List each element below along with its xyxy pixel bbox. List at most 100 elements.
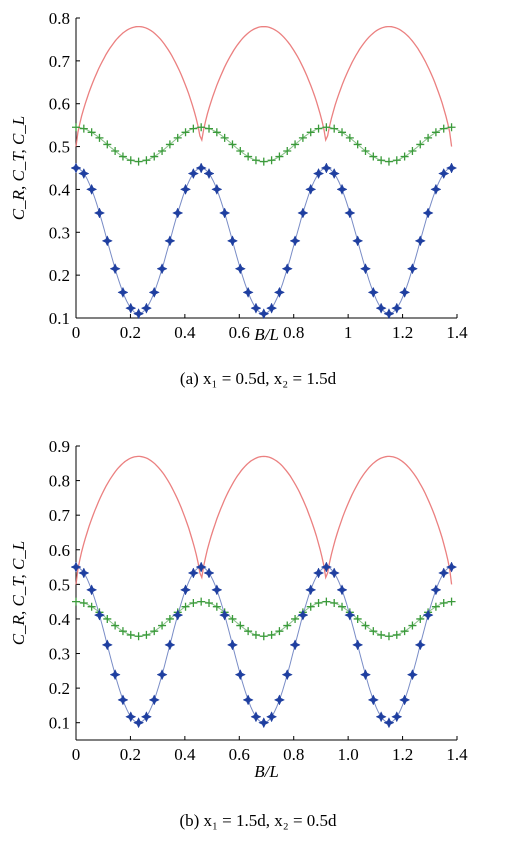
data-point-plus <box>369 627 378 636</box>
data-point-star <box>266 302 278 314</box>
data-point-plus <box>72 123 80 132</box>
data-point-plus <box>244 627 253 636</box>
data-point-star <box>430 183 442 195</box>
data-point-plus <box>322 123 331 132</box>
data-point-star <box>219 609 231 621</box>
data-point-star <box>367 286 379 298</box>
data-point-star <box>367 694 379 706</box>
x-tick-label: 1.0 <box>338 745 359 764</box>
data-point-plus <box>408 621 417 630</box>
data-point-plus <box>228 614 237 623</box>
data-point-plus <box>72 597 80 606</box>
data-point-star <box>140 711 153 723</box>
y-tick-label: 0.7 <box>49 52 71 71</box>
data-point-plus <box>181 128 190 137</box>
data-point-plus <box>118 152 127 161</box>
data-point-star <box>148 694 160 706</box>
data-point-plus <box>189 124 198 133</box>
data-point-star <box>406 669 419 681</box>
data-point-star <box>133 717 145 729</box>
data-point-star <box>195 162 207 174</box>
data-point-star <box>320 561 332 573</box>
x-tick-label: 1.2 <box>392 745 413 764</box>
data-point-plus <box>369 152 378 161</box>
y-tick-label: 0.1 <box>49 714 70 733</box>
data-point-plus <box>291 140 300 149</box>
data-point-star <box>203 567 215 579</box>
data-point-plus <box>165 614 174 623</box>
data-point-plus <box>87 128 96 137</box>
data-point-star <box>203 167 215 180</box>
x-tick-label: 0 <box>72 323 81 342</box>
data-point-plus <box>259 632 268 641</box>
data-point-plus <box>361 621 370 630</box>
data-point-star <box>70 162 82 174</box>
x-tick-label: 1.2 <box>392 323 413 342</box>
data-point-star <box>312 567 325 579</box>
data-point-plus <box>158 146 167 155</box>
data-point-star <box>391 711 403 723</box>
data-point-star <box>133 308 145 320</box>
data-point-star <box>359 263 372 275</box>
data-point-star <box>352 235 364 247</box>
data-point-star <box>195 561 207 573</box>
data-point-star <box>219 207 231 219</box>
data-point-plus <box>251 156 260 165</box>
y-tick-label: 0.1 <box>49 309 70 328</box>
data-point-plus <box>236 621 245 630</box>
series-line-1 <box>75 126 452 163</box>
data-point-star <box>445 162 458 174</box>
data-point-plus <box>79 124 88 133</box>
data-point-star <box>297 609 309 621</box>
data-point-plus <box>275 152 284 161</box>
data-point-star <box>297 207 309 219</box>
y-tick-label: 0.6 <box>49 95 70 114</box>
data-point-plus <box>142 630 151 639</box>
data-point-plus <box>330 124 339 133</box>
x-tick-label: 0.6 <box>229 323 250 342</box>
data-point-star <box>86 584 98 596</box>
data-point-plus <box>424 133 433 142</box>
data-point-star <box>344 609 356 621</box>
data-point-plus <box>158 621 167 630</box>
data-point-star <box>422 207 434 219</box>
data-point-plus <box>150 152 159 161</box>
data-point-plus <box>345 133 354 142</box>
data-point-star <box>352 639 364 651</box>
data-point-plus <box>384 157 393 166</box>
data-point-star <box>117 694 129 706</box>
data-point-star <box>109 263 121 275</box>
data-point-plus <box>400 627 409 636</box>
data-point-plus <box>205 598 214 607</box>
data-point-plus <box>205 124 214 133</box>
data-point-star <box>125 711 137 723</box>
y-tick-label: 0.2 <box>49 266 70 285</box>
data-point-plus <box>377 156 386 165</box>
data-point-star <box>305 183 317 195</box>
data-point-plus <box>322 597 331 606</box>
y-tick-label: 0.7 <box>49 506 71 525</box>
data-point-star <box>281 669 293 681</box>
x-axis-label: B/L <box>254 325 279 344</box>
data-point-star <box>179 584 192 596</box>
data-point-plus <box>267 630 276 639</box>
data-point-plus <box>126 630 135 639</box>
data-point-star <box>414 639 426 651</box>
data-point-star <box>273 286 286 298</box>
data-point-plus <box>197 123 206 132</box>
data-point-plus <box>236 146 245 155</box>
data-point-star <box>383 717 395 729</box>
data-point-star <box>250 302 262 314</box>
y-tick-label: 0.4 <box>49 610 71 629</box>
data-point-plus <box>126 156 135 165</box>
data-point-plus <box>306 128 315 137</box>
data-point-star <box>273 694 286 706</box>
data-point-star <box>234 669 246 681</box>
data-point-star <box>328 167 340 180</box>
data-point-plus <box>142 156 151 165</box>
data-point-plus <box>259 157 268 166</box>
x-tick-label: 0.4 <box>174 745 196 764</box>
series-line-2 <box>75 167 452 315</box>
data-point-star <box>78 167 90 180</box>
y-tick-label: 0.8 <box>49 9 70 28</box>
